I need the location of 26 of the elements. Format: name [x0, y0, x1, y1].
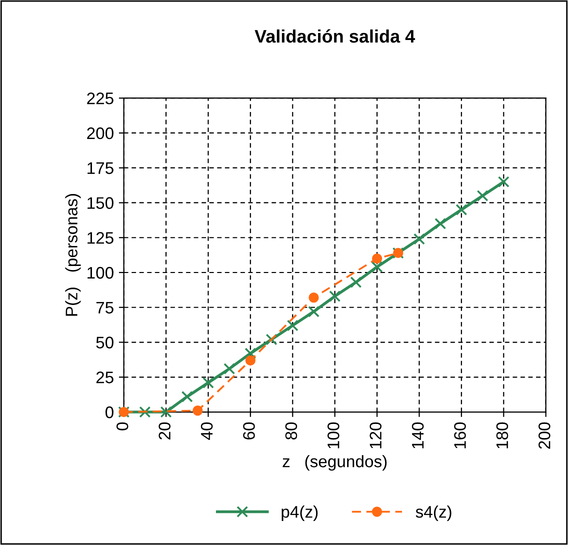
y-axis-title: P(z) (personas)	[65, 194, 81, 316]
y-tick-label: 150	[88, 197, 114, 209]
x-tick-label: 80	[285, 422, 298, 440]
x-tick-label: 120	[370, 422, 382, 448]
x-axis-title: z (segundos)	[282, 455, 387, 471]
y-tick-label: 200	[87, 127, 114, 140]
x-tick-label: 40	[200, 422, 213, 440]
chart-title: Validación salida 4	[254, 29, 416, 43]
legend-label: s4(z)	[416, 506, 452, 522]
legend-label: p4(z)	[282, 506, 318, 522]
y-tick-label: 25	[96, 372, 114, 384]
x-tick-label: 0	[116, 422, 128, 430]
x-tick-label: 160	[454, 422, 466, 448]
x-tick-label: 20	[158, 422, 170, 440]
x-tick-label: 100	[328, 422, 340, 448]
y-tick-label: 100	[88, 266, 114, 279]
x-tick-label: 200	[538, 422, 550, 449]
x-tick-label: 60	[243, 422, 255, 440]
y-tick-label: 75	[96, 302, 114, 314]
y-tick-label: 125	[88, 232, 114, 244]
y-tick-label: 50	[96, 336, 114, 348]
y-tick-label: 225	[87, 92, 114, 104]
y-tick-label: 0	[105, 406, 114, 418]
x-tick-label: 180	[496, 422, 508, 448]
x-tick-label: 140	[412, 422, 424, 448]
y-tick-label: 175	[88, 162, 114, 174]
